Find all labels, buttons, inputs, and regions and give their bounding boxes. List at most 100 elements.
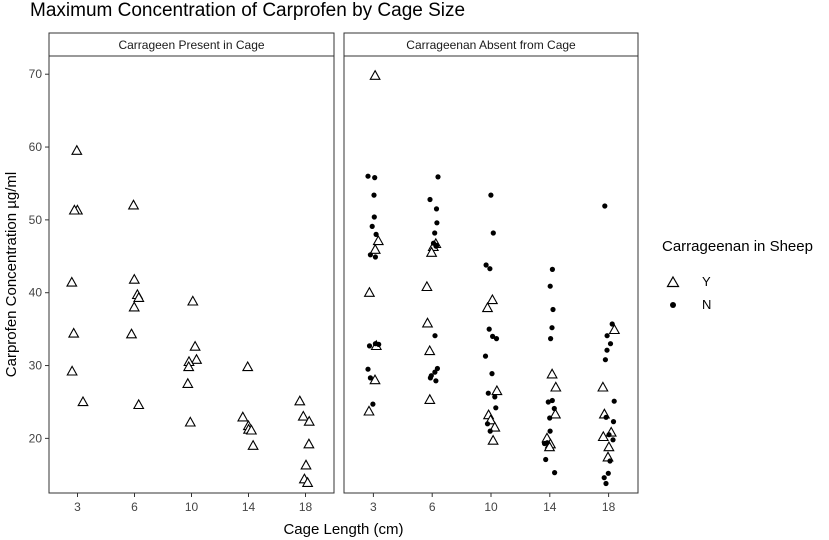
- x-axis-title: Cage Length (cm): [283, 521, 403, 538]
- data-point-n: [541, 440, 548, 447]
- data-point-y: [300, 459, 312, 470]
- data-point-y: [550, 381, 562, 392]
- data-point-y: [603, 440, 615, 452]
- data-point-n: [367, 252, 373, 258]
- data-point-y: [546, 368, 558, 379]
- data-point-n: [365, 173, 371, 179]
- y-axis-title: Carprofen Concentration µg/ml: [3, 172, 20, 377]
- facet-strip-label: Carrageen Present in Cage: [118, 38, 264, 52]
- panel-border: [343, 55, 639, 494]
- data-point-n: [607, 458, 613, 464]
- data-point-y: [184, 416, 197, 427]
- data-point-n: [602, 203, 608, 209]
- data-point-n: [603, 480, 609, 487]
- data-point-y: [597, 381, 609, 392]
- data-point-y: [549, 408, 562, 419]
- data-point-y: [424, 393, 436, 404]
- data-point-n: [427, 375, 433, 381]
- x-tick-label: 6: [131, 500, 138, 514]
- data-point-n: [492, 394, 498, 400]
- data-point-n: [433, 243, 439, 249]
- data-point-y: [77, 395, 89, 407]
- data-point-y: [421, 280, 433, 292]
- data-point-y: [128, 273, 141, 284]
- x-tick-label: 14: [543, 500, 557, 514]
- data-point-n: [432, 333, 438, 339]
- data-point-n: [373, 231, 379, 237]
- triangle-marker-icon: [666, 275, 680, 288]
- data-point-n: [366, 343, 373, 349]
- data-point-y: [294, 395, 306, 406]
- x-tick-label: 14: [242, 500, 256, 514]
- data-point-y: [189, 340, 201, 351]
- data-point-n: [488, 192, 494, 198]
- legend: Carrageenan in Sheep Y N: [662, 238, 813, 312]
- x-tick-label: 18: [602, 500, 616, 514]
- x-tick-label: 10: [185, 500, 199, 514]
- data-point-n: [487, 428, 493, 434]
- data-point-n: [370, 401, 376, 407]
- y-tick-label: 70: [29, 67, 43, 81]
- data-point-y: [125, 328, 138, 339]
- data-point-n: [549, 397, 555, 404]
- y-tick-label: 50: [29, 213, 43, 227]
- data-point-y: [491, 384, 503, 396]
- data-point-n: [372, 175, 378, 181]
- data-point-y: [245, 424, 258, 435]
- data-point-n: [547, 415, 553, 421]
- data-point-n: [490, 230, 496, 236]
- data-point-n: [607, 341, 614, 347]
- data-point-n: [602, 357, 609, 363]
- data-point-n: [434, 220, 440, 226]
- data-point-n: [550, 306, 556, 313]
- data-point-n: [371, 214, 377, 220]
- data-point-n: [376, 341, 382, 347]
- data-point-y: [187, 295, 199, 306]
- data-point-n: [486, 326, 492, 332]
- data-point-y: [68, 204, 81, 215]
- data-point-y: [71, 144, 83, 155]
- data-point-n: [493, 405, 499, 411]
- facet-strip-label: Carrageenan Absent from Cage: [406, 38, 576, 52]
- data-point-n: [551, 405, 557, 412]
- data-point-n: [482, 353, 489, 359]
- data-point-y: [597, 430, 610, 442]
- data-point-y: [66, 276, 78, 287]
- data-point-y: [608, 323, 621, 335]
- data-point-n: [609, 321, 615, 327]
- data-point-y: [182, 377, 194, 388]
- x-tick-label: 6: [429, 500, 436, 514]
- data-point-n: [610, 419, 617, 425]
- data-point-n: [433, 378, 439, 384]
- data-point-y: [133, 291, 145, 302]
- data-point-y: [241, 360, 254, 372]
- data-point-y: [301, 476, 314, 487]
- data-point-n: [484, 421, 491, 427]
- data-point-y: [425, 246, 438, 257]
- chart-title: Maximum Concentration of Carprofen by Ca…: [30, 0, 466, 21]
- data-point-n: [489, 371, 495, 377]
- data-point-n: [432, 230, 438, 236]
- data-point-n: [493, 336, 500, 342]
- data-point-y: [66, 365, 78, 376]
- data-point-n: [606, 432, 612, 438]
- y-tick-label: 20: [29, 431, 43, 445]
- data-point-y: [481, 301, 494, 313]
- data-point-y: [190, 353, 203, 364]
- data-point-n: [365, 366, 371, 372]
- data-point-y: [297, 410, 310, 421]
- data-point-n: [490, 333, 496, 339]
- legend-label-y: Y: [702, 274, 711, 289]
- data-point-n: [543, 456, 549, 463]
- data-point-y: [372, 234, 385, 246]
- data-point-n: [372, 254, 378, 260]
- data-point-n: [604, 347, 610, 353]
- data-point-n: [548, 336, 554, 342]
- legend-title: Carrageenan in Sheep: [662, 238, 813, 255]
- data-point-y: [423, 344, 436, 356]
- data-point-n: [547, 428, 553, 434]
- data-point-y: [303, 438, 315, 449]
- data-point-n: [432, 369, 438, 375]
- data-point-y: [127, 199, 140, 210]
